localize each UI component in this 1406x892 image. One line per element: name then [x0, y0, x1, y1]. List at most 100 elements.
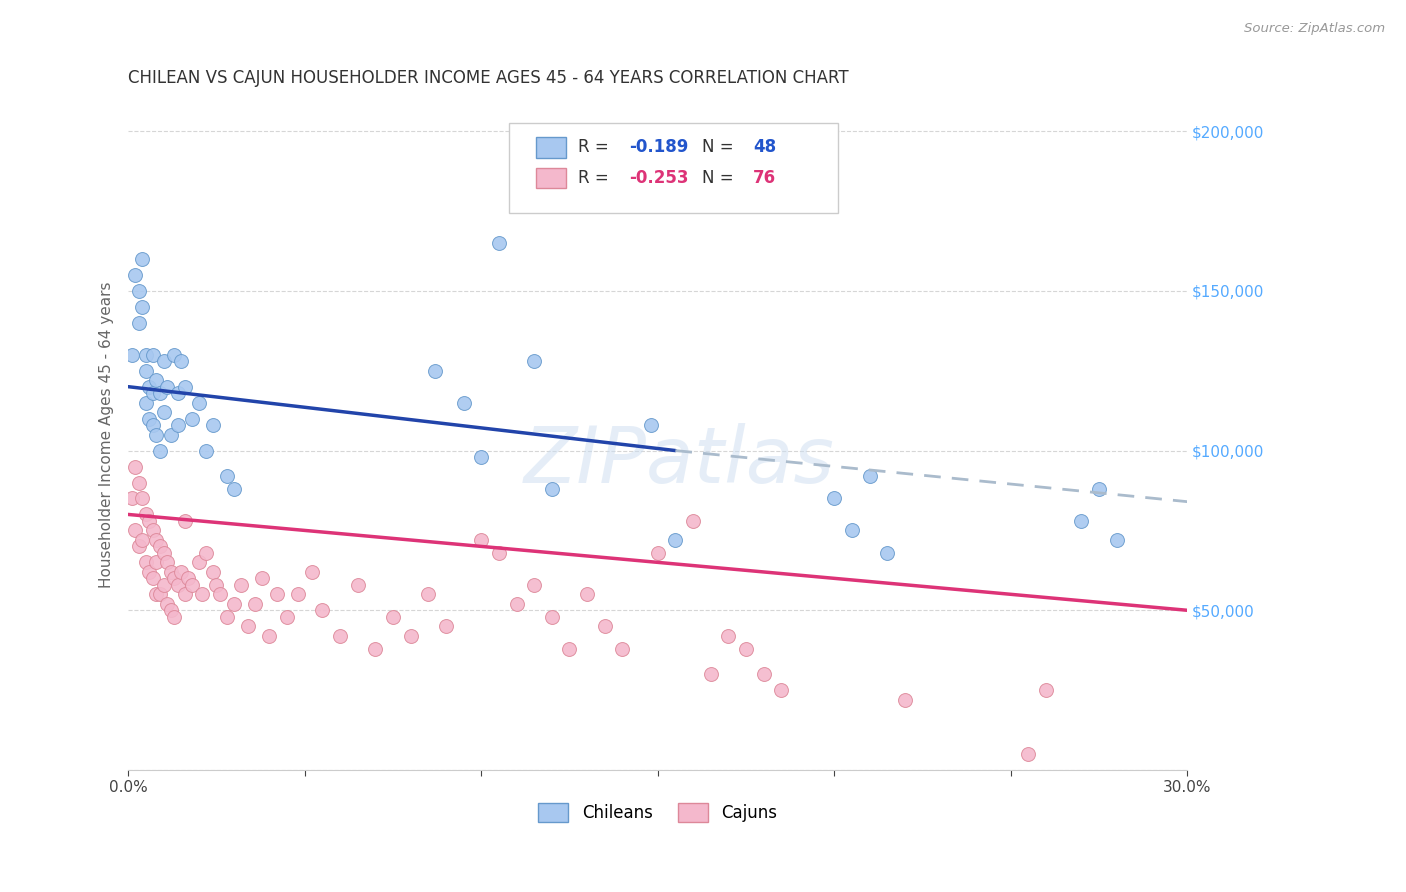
Point — [1035, 683, 1057, 698]
Point — [163, 571, 186, 585]
Point — [138, 565, 160, 579]
Point — [612, 641, 634, 656]
Point — [576, 587, 599, 601]
Point — [301, 565, 323, 579]
Text: N =: N = — [702, 138, 740, 156]
Point — [245, 597, 267, 611]
Point — [1070, 514, 1092, 528]
Text: R =: R = — [578, 138, 614, 156]
Point — [166, 386, 188, 401]
Point — [266, 587, 288, 601]
Point — [124, 268, 146, 282]
Point — [131, 491, 153, 506]
Point — [540, 609, 562, 624]
Point — [329, 629, 352, 643]
Point — [488, 235, 510, 250]
Text: 76: 76 — [754, 169, 776, 186]
Point — [364, 641, 387, 656]
Point — [180, 411, 202, 425]
Point — [142, 417, 165, 432]
Point — [156, 597, 179, 611]
Point — [717, 629, 740, 643]
Point — [664, 533, 686, 547]
Point — [488, 546, 510, 560]
Point — [187, 395, 209, 409]
Point — [163, 348, 186, 362]
Point — [876, 546, 898, 560]
Point — [124, 459, 146, 474]
Text: N =: N = — [702, 169, 740, 186]
Point — [121, 348, 143, 362]
Point — [170, 354, 193, 368]
Point — [194, 546, 217, 560]
Point — [201, 565, 224, 579]
Point — [128, 284, 150, 298]
Point — [163, 609, 186, 624]
Point — [187, 555, 209, 569]
Point — [159, 603, 181, 617]
Point — [208, 587, 231, 601]
Point — [128, 316, 150, 330]
Point — [152, 546, 174, 560]
Point — [128, 475, 150, 490]
Point — [145, 533, 167, 547]
Point — [152, 354, 174, 368]
Text: R =: R = — [578, 169, 614, 186]
Point — [470, 533, 492, 547]
Point — [841, 524, 863, 538]
Point — [142, 348, 165, 362]
Point — [142, 571, 165, 585]
Point — [259, 629, 281, 643]
Point — [640, 417, 662, 432]
FancyBboxPatch shape — [536, 137, 565, 158]
Point — [177, 571, 200, 585]
Point — [418, 587, 440, 601]
Point — [425, 364, 447, 378]
Point — [138, 379, 160, 393]
Point — [201, 417, 224, 432]
Point — [156, 555, 179, 569]
Point — [135, 555, 157, 569]
Point — [1088, 482, 1111, 496]
Point — [682, 514, 704, 528]
Point — [149, 443, 172, 458]
Legend: Chileans, Cajuns: Chileans, Cajuns — [538, 803, 778, 822]
FancyBboxPatch shape — [536, 168, 565, 187]
Point — [145, 587, 167, 601]
Point — [191, 587, 214, 601]
Point — [224, 597, 246, 611]
Text: 48: 48 — [754, 138, 776, 156]
Point — [523, 354, 546, 368]
Point — [752, 667, 775, 681]
Point — [149, 386, 172, 401]
Point — [434, 619, 457, 633]
Point — [505, 597, 527, 611]
Point — [152, 578, 174, 592]
Point — [121, 491, 143, 506]
Point — [135, 364, 157, 378]
Point — [124, 524, 146, 538]
Point — [159, 565, 181, 579]
Point — [699, 667, 721, 681]
Point — [135, 395, 157, 409]
Text: -0.253: -0.253 — [628, 169, 689, 186]
Point — [823, 491, 845, 506]
Point — [145, 555, 167, 569]
Point — [145, 373, 167, 387]
Point — [166, 578, 188, 592]
Point — [523, 578, 546, 592]
Point — [173, 514, 195, 528]
Point — [593, 619, 616, 633]
Point — [311, 603, 333, 617]
Point — [180, 578, 202, 592]
Text: -0.189: -0.189 — [628, 138, 689, 156]
Point — [540, 482, 562, 496]
Y-axis label: Householder Income Ages 45 - 64 years: Householder Income Ages 45 - 64 years — [100, 281, 114, 588]
Point — [194, 443, 217, 458]
Point — [453, 395, 475, 409]
FancyBboxPatch shape — [509, 123, 838, 213]
Point — [173, 379, 195, 393]
Point — [135, 508, 157, 522]
Point — [142, 524, 165, 538]
Point — [170, 565, 193, 579]
